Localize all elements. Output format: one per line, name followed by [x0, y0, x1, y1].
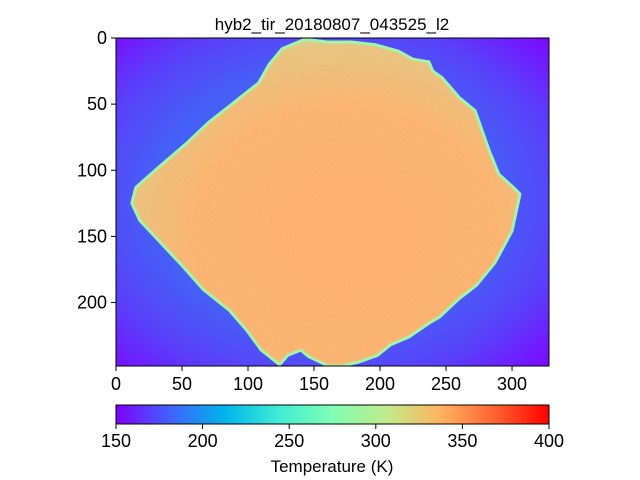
x-tick-label: 100: [233, 374, 263, 394]
y-tick-label: 150: [77, 226, 107, 246]
y-tick-label: 0: [97, 28, 107, 48]
x-tick-label: 300: [497, 374, 527, 394]
y-tick-label: 200: [77, 293, 107, 313]
x-tick-label: 200: [365, 374, 395, 394]
colorbar-tick-label: 150: [101, 431, 131, 451]
colorbar-ticks: 150 200 250 300 350 400: [101, 424, 564, 451]
heatmap-image: [116, 38, 549, 366]
colorbar-tick-label: 300: [361, 431, 391, 451]
x-tick-label: 250: [431, 374, 461, 394]
x-tick-label: 0: [111, 374, 121, 394]
y-tick-label: 50: [87, 94, 107, 114]
colorbar-tick-label: 350: [447, 431, 477, 451]
colorbar-tick-label: 200: [188, 431, 218, 451]
colorbar-tick-label: 400: [534, 431, 564, 451]
chart-title: hyb2_tir_20180807_043525_l2: [215, 15, 449, 34]
x-axis: 0 50 100 150 200 250 300: [111, 366, 527, 394]
y-axis: 0 50 100 150 200: [77, 28, 116, 313]
asteroid-surface-texture: [131, 39, 520, 366]
plot-frame: [115, 37, 550, 367]
colorbar-gradient: [115, 404, 550, 425]
x-tick-label: 150: [299, 374, 329, 394]
colorbar-label: Temperature (K): [271, 457, 394, 476]
x-tick-label: 50: [172, 374, 192, 394]
colorbar: 150 200 250 300 350 400 Temperature (K): [101, 404, 564, 476]
y-tick-label: 100: [77, 160, 107, 180]
colorbar-tick-label: 250: [274, 431, 304, 451]
